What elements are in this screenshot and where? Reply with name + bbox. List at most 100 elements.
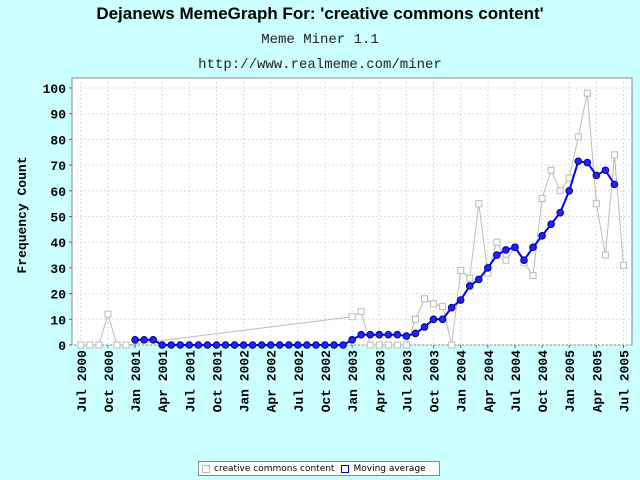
moving-average-point [592,171,601,180]
y-tick-label: 60 [50,185,66,200]
raw-point [375,341,383,349]
moving-average-point [221,341,230,349]
x-tick-label: Jul 2000 [75,350,90,413]
moving-average-point [266,341,275,349]
x-tick-label: Apr 2002 [265,350,280,413]
moving-average-point [402,332,411,340]
moving-average-point [185,341,194,349]
moving-average-point [275,341,284,349]
moving-average-point [140,336,148,344]
raw-point [421,295,429,303]
moving-average-point [257,341,266,349]
raw-point [565,174,573,182]
x-tick-label: Oct 2004 [536,350,551,413]
x-tick-label: Jan 2005 [563,350,578,413]
legend: creative commons content Moving average [198,461,440,476]
raw-point [547,166,555,174]
raw-point [610,151,618,159]
moving-average-point [456,296,465,304]
raw-point [592,200,600,208]
moving-average-point [176,341,185,349]
chart-title: Dejanews MemeGraph For: 'creative common… [96,4,544,23]
moving-average-point [565,187,574,195]
moving-average-point [149,336,157,344]
moving-average-point [502,246,510,254]
raw-point [348,313,356,321]
x-tick-label: Jul 2004 [509,350,524,413]
x-tick-label: Jul 2001 [183,350,198,413]
moving-average-point [375,330,384,339]
raw-point [583,89,591,97]
moving-average-point [357,330,365,339]
raw-point [86,341,94,349]
moving-average-point [465,282,474,290]
y-tick-label: 50 [50,211,66,226]
y-tick-label: 40 [50,236,66,251]
moving-average-point [438,315,447,324]
raw-point [620,261,627,269]
moving-average-point [411,329,420,338]
raw-point [77,341,85,349]
raw-point [439,302,447,310]
moving-average-point [538,231,546,240]
moving-average-point [330,341,338,349]
x-tick-label: Jan 2003 [346,350,361,413]
x-tick-label: Jan 2004 [455,350,470,413]
moving-average-point [366,330,375,339]
moving-average-point [474,275,483,284]
moving-average-point [393,330,402,339]
moving-average-point [303,341,311,349]
raw-point [574,133,582,141]
y-axis-label: Frequency Count [15,156,30,273]
x-axis: Jul 2000 Oct 2000 Jan 2001 Apr 2001 Jul 2001… [75,345,633,412]
moving-average-point [447,303,456,312]
x-tick-label: Apr 2004 [482,350,497,413]
moving-average-point [384,330,393,339]
raw-point [104,310,112,318]
y-tick-label: 80 [50,133,66,148]
raw-point [502,256,510,264]
series-moving-average [131,157,619,349]
moving-average-point [547,220,555,229]
legend-swatch-moving-average [341,464,350,473]
raw-point [493,238,501,246]
y-tick-label: 10 [50,313,66,328]
y-tick-label: 70 [50,159,66,174]
moving-average-point [583,158,592,167]
raw-point [366,341,374,349]
grid [72,78,632,346]
moving-average-point [194,341,203,349]
moving-average-point [239,341,248,349]
raw-point [122,341,130,349]
moving-average-point [493,251,501,259]
x-tick-label: Jul 2005 [618,350,633,413]
moving-average-point [556,208,564,217]
x-tick-label: Oct 2003 [428,350,443,413]
x-tick-label: Oct 2000 [102,350,117,413]
moving-average-point [610,180,619,189]
moving-average-point [511,243,519,252]
raw-point [402,341,410,349]
x-tick-label: Jan 2001 [129,350,144,413]
moving-average-point [167,341,176,349]
moving-average-point [520,256,528,264]
moving-average-point [158,341,167,349]
raw-point [448,341,456,349]
x-tick-label: Oct 2002 [319,350,334,413]
raw-point [430,300,438,308]
x-tick-label: Apr 2005 [590,350,605,413]
moving-average-point [429,315,438,324]
moving-average-point [294,341,302,349]
x-tick-label: Apr 2001 [156,350,171,413]
y-tick-label: 90 [50,108,66,123]
raw-point [384,341,392,349]
moving-average-point [574,157,583,166]
y-tick-label: 100 [43,82,67,97]
raw-point [393,341,401,349]
chart-url: http://www.realmeme.com/miner [198,57,442,73]
raw-point [411,315,419,323]
raw-point [538,195,546,203]
y-axis: 0 10 20 30 40 50 60 70 80 90 100 [43,82,72,354]
moving-average-point [212,341,221,349]
